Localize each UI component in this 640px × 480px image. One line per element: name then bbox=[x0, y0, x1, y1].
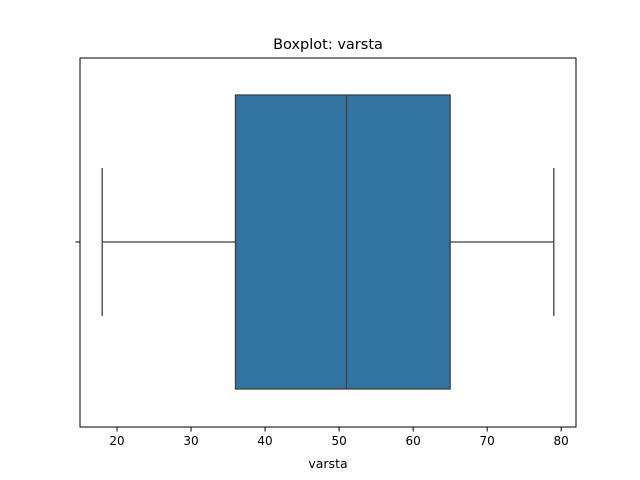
x-tick-label-30: 30 bbox=[183, 434, 198, 448]
x-tick-label-60: 60 bbox=[405, 434, 420, 448]
chart-title: Boxplot: varsta bbox=[273, 37, 383, 53]
x-tick-label-20: 20 bbox=[109, 434, 124, 448]
x-axis-label: varsta bbox=[308, 456, 347, 471]
x-axis-ticks: 20 30 40 50 60 70 80 bbox=[109, 427, 569, 448]
x-tick-label-80: 80 bbox=[554, 434, 569, 448]
plot-area bbox=[101, 94, 555, 390]
x-tick-label-50: 50 bbox=[331, 434, 346, 448]
x-tick-label-70: 70 bbox=[480, 434, 495, 448]
box-iqr bbox=[234, 94, 451, 390]
x-tick-label-40: 40 bbox=[257, 434, 272, 448]
